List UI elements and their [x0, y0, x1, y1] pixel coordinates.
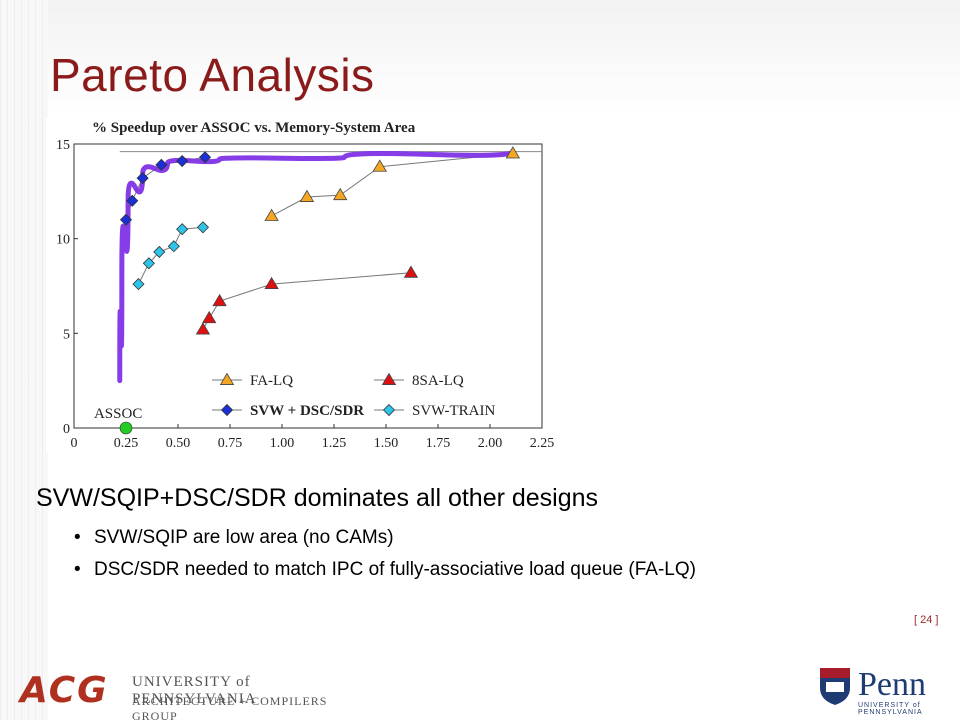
- main-bullet: SVW/SQIP+DSC/SDR dominates all other des…: [36, 484, 599, 512]
- background-header: [48, 0, 960, 115]
- legend-marker: [219, 372, 235, 385]
- bullet-dot-icon: •: [74, 559, 81, 580]
- y-tick-label: 15: [56, 138, 70, 153]
- legend-marker: [381, 372, 397, 385]
- acg-logo: ACG: [20, 670, 109, 711]
- x-tick-label: 0.50: [166, 436, 191, 451]
- y-tick-label: 5: [63, 327, 70, 342]
- annotation-label: ASSOC: [94, 406, 142, 422]
- penn-shield-icon: [820, 668, 850, 705]
- bullet-dot-icon: •: [74, 527, 81, 548]
- legend-label: 8SA-LQ: [412, 373, 464, 389]
- x-tick-label: 0.75: [218, 436, 243, 451]
- y-tick-label: 10: [56, 233, 70, 248]
- data-point: [167, 240, 180, 253]
- x-tick-label: 0: [71, 436, 78, 451]
- data-point: [119, 213, 133, 226]
- sub-bullet-2: • DSC/SDR needed to match IPC of fully-a…: [74, 559, 936, 581]
- penn-wordmark: Penn: [858, 666, 926, 703]
- data-point: [505, 146, 521, 159]
- legend-label: SVW + DSC/SDR: [250, 403, 364, 419]
- legend-marker: [382, 403, 396, 417]
- pareto-chart: % Speedup over ASSOC vs. Memory-System A…: [46, 118, 572, 452]
- x-tick-label: 2.00: [478, 436, 503, 451]
- legend-marker: [220, 403, 234, 417]
- x-tick-label: 0.25: [114, 436, 139, 451]
- legend-label: FA-LQ: [250, 373, 293, 389]
- data-point: [153, 245, 166, 258]
- bullet-list: SVW/SQIP+DSC/SDR dominates all other des…: [36, 484, 936, 591]
- data-point: [264, 208, 279, 221]
- university-name: UNIVERSITY of PENNSYLVANIA: [132, 674, 257, 707]
- pareto-frontier-line: [117, 149, 516, 384]
- data-point: [264, 276, 279, 290]
- data-point: [132, 278, 145, 291]
- x-tick-label: 1.50: [374, 436, 399, 451]
- slide-title: Pareto Analysis: [50, 49, 375, 101]
- data-point: [195, 322, 211, 335]
- x-tick-label: 1.75: [426, 436, 451, 451]
- chart-svg: % Speedup over ASSOC vs. Memory-System A…: [46, 118, 572, 452]
- data-point: [176, 223, 189, 236]
- acg-footer-logo: ACG UNIVERSITY of PENNSYLVANIA ARCHITECT…: [14, 668, 374, 723]
- data-point: [136, 172, 149, 185]
- penn-logo: Penn UNIVERSITY of PENNSYLVANIA: [818, 664, 948, 716]
- data-point: [403, 265, 419, 278]
- data-point: [212, 293, 227, 307]
- x-tick-label: 2.25: [530, 436, 555, 451]
- data-point: [126, 194, 139, 207]
- data-point: [202, 310, 217, 324]
- y-tick-label: 0: [63, 422, 70, 437]
- sub-bullet-text: DSC/SDR needed to match IPC of fully-ass…: [94, 559, 696, 580]
- data-point: [333, 187, 348, 201]
- background-stripes: [0, 0, 48, 720]
- x-tick-label: 1.25: [322, 436, 347, 451]
- data-point: [176, 154, 189, 168]
- x-tick-label: 1.00: [270, 436, 295, 451]
- slide-number: [ 24 ]: [914, 614, 939, 626]
- plot-frame: [73, 143, 543, 429]
- data-point: [196, 221, 210, 234]
- sub-bullet-1: • SVW/SQIP are low area (no CAMs): [74, 527, 936, 549]
- legend-label: SVW-TRAIN: [412, 403, 495, 419]
- chart-title: % Speedup over ASSOC vs. Memory-System A…: [92, 120, 416, 136]
- data-point: [198, 151, 212, 164]
- penn-subtitle: UNIVERSITY of PENNSYLVANIA: [858, 702, 923, 716]
- sub-bullet-text: SVW/SQIP are low area (no CAMs): [94, 527, 394, 548]
- data-point: [142, 257, 155, 270]
- data-point: [155, 158, 168, 171]
- assoc-point: [119, 421, 133, 435]
- data-point: [372, 159, 387, 172]
- data-point: [299, 189, 315, 202]
